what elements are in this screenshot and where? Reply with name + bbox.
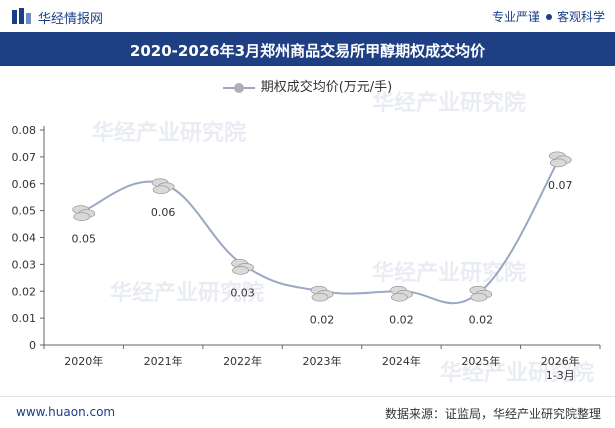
data-point-marker [231,258,254,275]
data-label: 0.05 [71,233,96,246]
website-link[interactable]: www.huaon.com [16,405,116,419]
x-tick-label: 2024年 [382,354,421,368]
y-tick-label: 0.02 [12,285,37,298]
data-point-marker [469,285,493,302]
legend: 期权成交均价(万元/手) [0,76,615,95]
slogan-left: 专业严谨 [491,10,540,24]
data-label: 0.02 [310,313,335,326]
data-point-marker [151,178,175,195]
watermark-text: 华经产业研究院 [440,360,594,386]
x-tick-label: 2022年 [223,354,262,368]
line-chart: 华经产业研究院华经产业研究院华经产业研究院华经产业研究院华经产业研究院00.01… [12,90,601,386]
y-tick-label: 0.01 [12,312,37,325]
y-tick-label: 0.04 [12,232,37,245]
x-tick-label: 2025年 [461,354,500,368]
x-tick-label: 2026年 1-3月 [541,354,580,382]
legend-marker-icon [222,82,255,93]
data-label: 0.06 [151,206,176,219]
brand-name: 华经情报网 [38,12,104,27]
data-point-marker [72,205,96,222]
y-tick-label: 0.06 [12,178,37,191]
legend-label: 期权成交均价(万元/手) [260,80,393,95]
y-tick-label: 0.03 [12,258,37,271]
slogan-right: 客观科学 [556,10,605,24]
data-label: 0.02 [469,313,494,326]
data-point-marker [390,285,413,302]
x-tick-label: 2020年 [64,354,103,368]
x-tick-label: 2021年 [144,354,183,368]
data-source: 数据来源：证监局，华经产业研究院整理 [384,407,601,421]
y-tick-label: 0 [29,339,36,352]
data-label: 0.03 [230,286,255,299]
y-tick-label: 0.07 [12,151,37,164]
footer: www.huaon.com 数据来源：证监局，华经产业研究院整理 [0,396,615,428]
y-tick-label: 0.05 [12,205,37,218]
top-bar: 华经情报网 专业严谨 客观科学 [0,0,615,32]
data-point-marker [310,285,334,302]
data-label: 0.02 [389,313,414,326]
y-tick-label: 0.08 [12,124,37,137]
data-label: 0.07 [548,179,573,192]
bullet-icon [545,14,552,20]
x-tick-label: 2023年 [303,354,342,368]
watermark-text: 华经产业研究院 [110,280,264,306]
chart-title: 2020-2026年3月郑州商品交易所甲醇期权成交均价 [129,42,486,60]
data-point-marker [548,151,572,168]
watermark-text: 华经产业研究院 [372,260,526,286]
logo-icon [12,8,31,24]
watermark-text: 华经产业研究院 [92,120,246,146]
title-bar: 2020-2026年3月郑州商品交易所甲醇期权成交均价 [0,32,615,66]
watermark-text: 华经产业研究院 [372,90,526,116]
slogan: 专业严谨 客观科学 [492,8,605,25]
